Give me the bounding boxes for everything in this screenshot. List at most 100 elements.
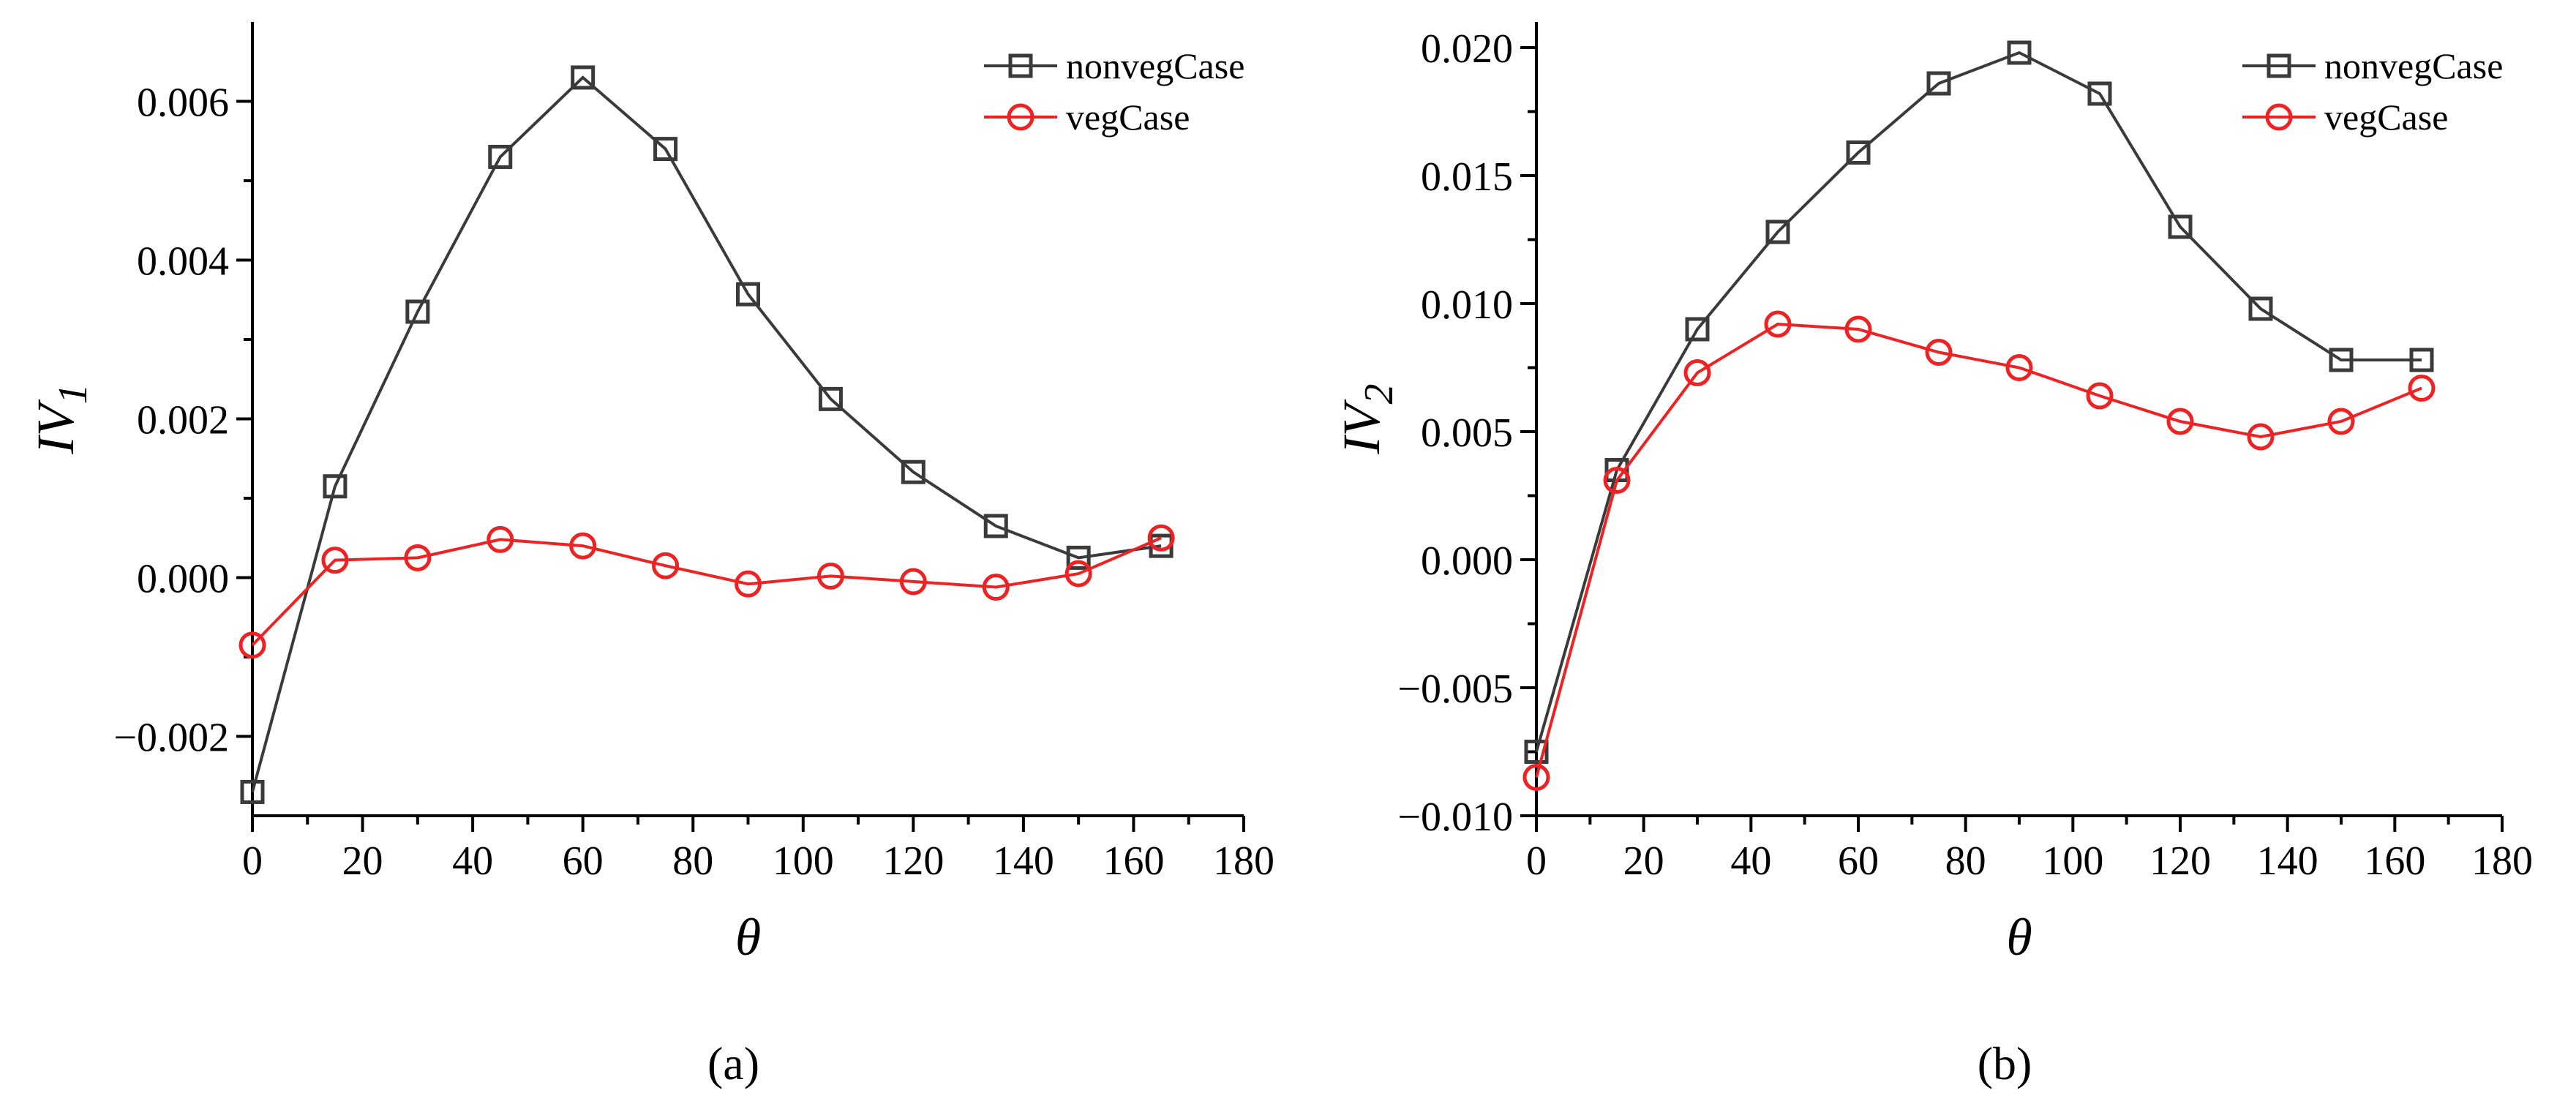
legend: nonvegCase vegCase [984,45,1244,138]
legend-marker-veg [1007,103,1034,131]
x-tick-label: 100 [773,838,834,884]
data-point-veg [487,525,514,553]
data-point-veg [1683,359,1711,386]
data-point-nonveg [2248,296,2273,321]
data-point-veg [2247,423,2275,451]
data-point-nonveg [736,282,760,307]
panel-label: (a) [707,1037,759,1089]
series-line-veg [1535,322,2422,778]
y-tick-label: 0.006 [137,80,229,126]
data-point-nonveg [2087,81,2112,106]
x-tick-label: 180 [1213,838,1274,884]
data-point-nonveg [2168,214,2193,239]
data-point-nonveg [653,137,678,162]
data-point-veg [816,562,844,590]
x-tick-label: 100 [2042,838,2103,884]
x-tick-label: 80 [1945,838,1986,884]
chart-panel-a: 0 20 40 60 80 100 120 140 160 180 −0.002 0.000 0.002… [26,22,1274,1089]
x-tick-label: 0 [242,838,263,884]
y-tick-label: 0.005 [1421,410,1513,456]
y-tick-label: 0.000 [137,557,229,602]
y-tick-label: 0.000 [1421,538,1513,584]
data-point-veg [2327,408,2355,435]
data-point-nonveg [488,144,513,169]
data-point-veg [1925,339,1953,366]
legend-marker-nonveg [1008,53,1033,78]
data-point-nonveg [818,386,843,411]
y-axis-title: IV1 [26,384,96,455]
y-axis-title-subscript: 1 [50,384,96,405]
data-point-nonveg [1685,317,1710,342]
panel-label: (b) [1978,1037,2032,1089]
data-point-nonveg [323,474,348,499]
x-tick-label: 20 [1623,838,1664,884]
x-tick-label: 40 [1730,838,1771,884]
y-tick-label: 0.020 [1421,26,1513,72]
data-point-veg [1603,467,1631,494]
legend-marker-veg [2265,103,2293,131]
x-tick-label: 0 [1526,838,1547,884]
legend-label-nonveg: nonvegCase [1066,45,1244,86]
data-point-veg [2005,354,2033,381]
legend-marker-nonveg [2267,53,2291,78]
data-point-veg [982,574,1010,601]
x-tick-label: 120 [2149,838,2211,884]
y-axis-title-base: IV [26,399,85,455]
data-point-veg [735,570,762,598]
x-tick-label: 60 [563,838,604,884]
data-point-nonveg [901,459,925,484]
data-point-nonveg [2409,348,2434,372]
x-tick-label: 140 [2257,838,2318,884]
x-tick-label: 160 [2364,838,2425,884]
series-line-nonveg [1535,50,2422,753]
data-point-veg [2408,375,2436,402]
data-point-nonveg [2007,40,2032,65]
x-tick-label: 60 [1838,838,1879,884]
y-tick-label: −0.002 [113,716,229,761]
data-point-nonveg [240,779,265,804]
data-point-veg [2166,408,2194,435]
legend-label-veg: vegCase [2324,97,2448,138]
data-point-veg [652,552,680,579]
y-tick-label: −0.005 [1397,667,1513,712]
data-point-veg [569,532,597,560]
x-tick-label: 160 [1103,838,1164,884]
series-line-veg [251,536,1162,647]
y-tick-label: 0.010 [1421,282,1513,328]
x-axis-title: θ [2006,908,2032,966]
x-tick-label: 20 [342,838,383,884]
y-axis-title-base: IV [1332,399,1391,455]
data-point-veg [899,568,927,596]
data-point-nonveg [2329,348,2354,372]
x-tick-label: 140 [993,838,1054,884]
x-tick-label: 180 [2471,838,2533,884]
data-point-veg [239,631,266,659]
data-point-veg [1764,310,1792,338]
data-point-nonveg [1524,740,1549,764]
data-point-veg [404,544,432,571]
data-point-veg [1844,315,1872,343]
data-point-veg [321,547,349,574]
y-tick-label: 0.002 [137,398,229,443]
y-tick-label: 0.015 [1421,154,1513,200]
chart-panel-b: 0 20 40 60 80 100 120 140 160 180 −0.010 −0.005 0.00… [1332,22,2533,1089]
data-point-nonveg [571,65,596,90]
y-tick-label: 0.004 [137,239,229,285]
x-tick-label: 80 [672,838,713,884]
data-point-nonveg [1765,219,1790,244]
y-axis-title-subscript: 2 [1356,384,1402,405]
legend: nonvegCase vegCase [2242,45,2503,138]
legend-label-veg: vegCase [1066,97,1190,138]
data-point-veg [1522,764,1550,791]
data-point-veg [1064,560,1092,587]
x-tick-label: 120 [882,838,944,884]
data-point-nonveg [983,514,1008,538]
y-tick-label: −0.010 [1397,795,1513,840]
data-point-veg [1147,524,1175,552]
data-point-nonveg [405,299,430,324]
legend-label-nonveg: nonvegCase [2324,45,2503,86]
x-axis-title: θ [735,908,761,966]
series-line-nonveg [251,75,1162,792]
data-point-veg [2086,382,2114,410]
